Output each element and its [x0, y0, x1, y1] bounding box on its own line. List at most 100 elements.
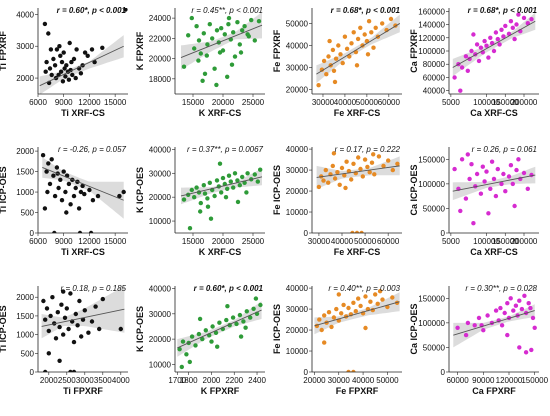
correlation-stat-label: r = 0.68*, p < 0.001: [331, 6, 401, 15]
data-point: [510, 25, 515, 30]
data-point: [235, 20, 240, 25]
data-point: [231, 185, 236, 190]
data-point: [363, 294, 368, 299]
x-tick-label: 12000: [78, 98, 101, 107]
x-tick-label: 15000: [104, 98, 127, 107]
data-point: [180, 339, 186, 344]
data-point: [50, 295, 55, 300]
data-point: [207, 180, 212, 185]
data-point: [369, 160, 375, 165]
data-point: [224, 317, 229, 323]
x-tick-label: 12000: [78, 237, 101, 246]
data-point: [336, 43, 341, 48]
data-point: [516, 12, 521, 17]
data-point: [365, 52, 371, 57]
data-point: [505, 332, 510, 338]
data-point: [525, 186, 530, 191]
data-point: [235, 178, 240, 183]
data-point: [493, 308, 499, 313]
y-axis-label: Ti ICP-OES: [0, 305, 8, 352]
data-point: [321, 58, 327, 64]
data-point: [192, 195, 197, 200]
x-tick-label: 25000: [242, 237, 265, 246]
data-point: [380, 297, 385, 302]
data-point: [252, 38, 257, 43]
data-point: [43, 317, 48, 322]
data-point: [217, 50, 223, 55]
y-tick-label: 100000: [418, 319, 445, 328]
data-point: [57, 358, 62, 363]
data-point: [85, 53, 90, 58]
data-point: [458, 88, 463, 93]
data-point: [517, 345, 522, 350]
data-point: [503, 189, 508, 194]
y-tick-label: 1000: [16, 188, 34, 197]
data-point: [73, 75, 78, 81]
data-point: [465, 320, 471, 326]
data-point: [376, 154, 382, 159]
y-tick-label: 22000: [149, 34, 172, 43]
data-point: [48, 47, 54, 52]
x-axis-label: K XRF-CS: [199, 247, 242, 257]
data-point: [71, 56, 77, 62]
x-tick-label: 2000: [203, 376, 221, 385]
data-point: [44, 59, 49, 65]
data-point: [196, 38, 202, 43]
data-point: [192, 46, 197, 51]
data-point: [366, 19, 372, 24]
data-point: [502, 310, 507, 316]
y-tick-label: 50000: [423, 204, 446, 213]
data-point: [226, 173, 232, 178]
data-point: [344, 159, 349, 164]
y-tick-label: 100000: [418, 180, 445, 189]
data-point: [469, 162, 474, 167]
regression-line: [316, 23, 401, 75]
data-point: [49, 72, 54, 78]
data-point: [210, 36, 215, 41]
data-point: [346, 369, 351, 372]
data-point: [43, 369, 48, 372]
data-point: [503, 23, 508, 29]
data-point: [371, 152, 376, 157]
regression-line: [39, 45, 124, 87]
data-point: [342, 34, 348, 39]
scatter-panel-fe-r2c2: 20000 30000 40000 5000001000020000300004000…: [272, 284, 402, 396]
data-point: [339, 165, 345, 171]
data-point: [517, 298, 522, 303]
x-tick-label: 2200: [225, 376, 243, 385]
data-point: [64, 306, 70, 311]
data-point: [52, 63, 58, 68]
data-point: [82, 50, 88, 55]
data-point: [41, 298, 46, 304]
y-tick-label: 500: [21, 209, 35, 218]
data-point: [69, 59, 74, 65]
data-point: [514, 167, 519, 173]
data-point: [317, 317, 322, 322]
data-point: [70, 72, 75, 78]
data-point: [467, 176, 472, 182]
data-point: [249, 17, 254, 23]
regression-line: [453, 310, 535, 336]
data-point: [356, 155, 361, 160]
x-axis-label: Ca XRF-CS: [470, 108, 518, 118]
data-point: [480, 164, 485, 169]
data-point: [372, 172, 377, 177]
y-tick-label: 40000: [423, 87, 446, 96]
data-point: [351, 369, 356, 372]
data-point: [341, 302, 346, 308]
data-point: [58, 53, 63, 58]
data-point: [499, 27, 504, 32]
correlation-stat-label: r = 0.17, p = 0.222: [335, 145, 401, 154]
y-axis-label: Fe FPXRF: [272, 29, 282, 72]
data-point: [523, 350, 529, 355]
data-point: [323, 167, 328, 173]
data-point: [205, 42, 210, 47]
data-point: [79, 334, 84, 339]
data-point: [61, 50, 66, 55]
data-point: [78, 189, 84, 195]
regression-line: [180, 24, 263, 58]
data-point: [55, 310, 60, 315]
data-point: [59, 59, 65, 65]
y-tick-label: 0: [441, 368, 446, 377]
data-point: [258, 302, 263, 308]
